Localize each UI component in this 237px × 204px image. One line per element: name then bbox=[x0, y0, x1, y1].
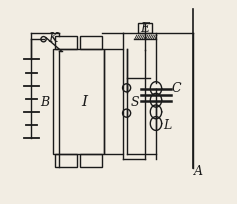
Text: E: E bbox=[140, 22, 149, 34]
Text: S: S bbox=[131, 95, 139, 109]
Text: K: K bbox=[48, 32, 57, 45]
Text: L: L bbox=[163, 119, 171, 132]
Text: C: C bbox=[171, 82, 181, 95]
Text: B: B bbox=[41, 95, 50, 109]
Text: A: A bbox=[194, 165, 203, 178]
Text: I: I bbox=[81, 95, 87, 109]
